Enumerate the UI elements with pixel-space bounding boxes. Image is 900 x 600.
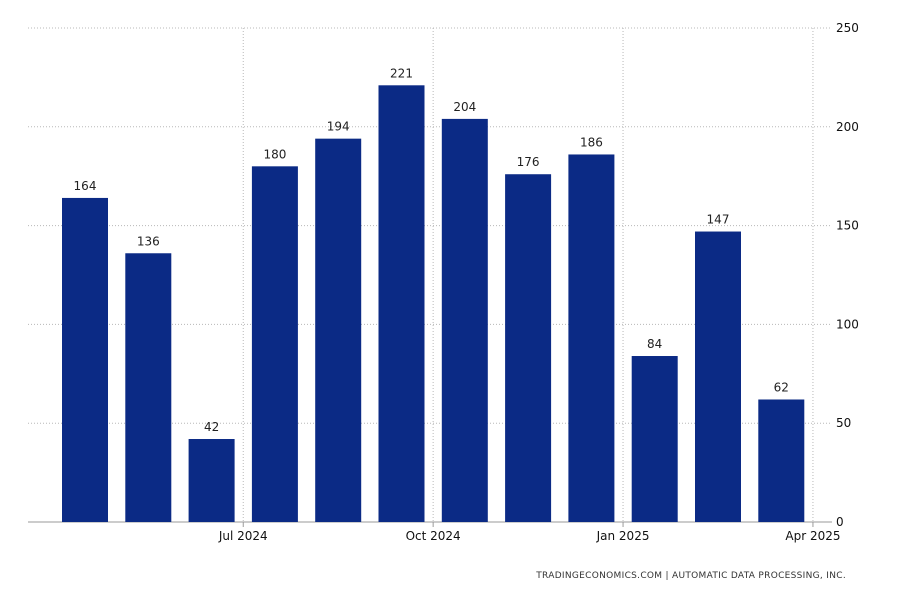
- bar: [505, 174, 552, 522]
- data-labels: 164 136 42 180 194 221 204 176 186 84 147 62: [74, 66, 789, 434]
- x-axis-tick-labels: Jul 2024 Oct 2024 Jan 2025 Apr 2025: [218, 529, 841, 543]
- bar-value-label: 176: [517, 155, 540, 169]
- bar-value-label: 42: [204, 420, 219, 434]
- x-tick-label: Jul 2024: [218, 529, 268, 543]
- bar-value-label: 84: [647, 337, 662, 351]
- y-tick-label: 0: [836, 515, 844, 529]
- y-tick-label: 250: [836, 21, 859, 35]
- bar: [125, 253, 172, 523]
- x-tick-label: Oct 2024: [406, 529, 461, 543]
- bar-value-label: 62: [774, 380, 789, 394]
- bar-value-label: 204: [453, 100, 476, 114]
- bar: [695, 231, 741, 522]
- bar: [568, 154, 615, 523]
- bar-value-label: 147: [707, 213, 730, 227]
- bars: [62, 85, 805, 523]
- bar: [315, 138, 362, 522]
- bar: [62, 197, 108, 522]
- y-tick-label: 150: [836, 219, 859, 233]
- source-attribution: TRADINGECONOMICS.COM | AUTOMATIC DATA PR…: [536, 571, 846, 581]
- y-tick-label: 50: [836, 416, 851, 430]
- bar: [758, 399, 805, 522]
- bar-value-label: 221: [390, 66, 413, 80]
- bar: [631, 356, 678, 522]
- x-tick-label: Apr 2025: [785, 529, 840, 543]
- bar-value-label: 194: [327, 120, 350, 134]
- y-tick-label: 100: [836, 317, 859, 331]
- bar-value-label: 136: [137, 234, 160, 248]
- bar-value-label: 180: [263, 147, 286, 161]
- bar-value-label: 164: [74, 179, 97, 193]
- bar: [441, 118, 488, 523]
- bar: [378, 85, 425, 522]
- y-axis-tick-labels: 0 50 100 150 200 250: [836, 21, 859, 529]
- bar: [251, 166, 298, 522]
- bar-value-label: 186: [580, 135, 603, 149]
- bar: [188, 439, 235, 522]
- y-tick-label: 200: [836, 120, 859, 134]
- x-tick-label: Jan 2025: [596, 529, 650, 543]
